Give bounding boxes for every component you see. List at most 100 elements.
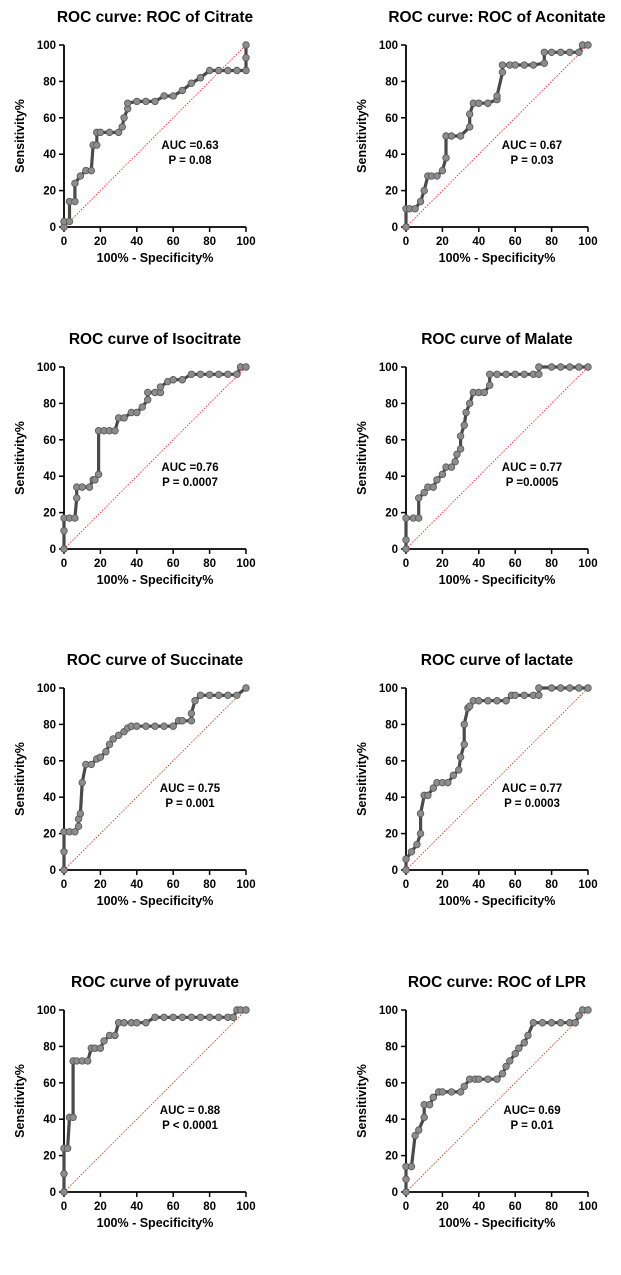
roc-point <box>584 363 592 371</box>
roc-point <box>524 1031 532 1040</box>
x-tick-label: 60 <box>167 236 180 248</box>
reference-diagonal-line <box>63 687 247 871</box>
y-tick-label: 40 <box>43 471 56 483</box>
roc-point <box>520 61 528 69</box>
x-tick-label: 80 <box>545 879 558 891</box>
x-tick-label: 80 <box>545 1201 558 1213</box>
roc-point <box>540 59 549 67</box>
roc-point <box>60 1170 68 1178</box>
roc-point <box>76 809 85 818</box>
roc-point <box>520 1039 528 1047</box>
y-tick-label: 100 <box>379 362 398 374</box>
roc-point <box>123 99 132 107</box>
x-tick-label: 0 <box>403 558 409 570</box>
roc-point <box>416 829 425 838</box>
y-tick-label: 60 <box>43 435 56 447</box>
roc-point <box>498 1069 507 1078</box>
roc-point <box>196 1013 205 1021</box>
roc-panel: ROC curve of pyruvate 0 20 40 60 80 100 0 20 40 60… <box>0 965 310 1275</box>
roc-point <box>556 363 565 371</box>
roc-point <box>169 92 177 100</box>
roc-point <box>475 697 483 705</box>
roc-point <box>465 110 474 118</box>
p-value-label: P = 0.08 <box>169 155 213 167</box>
roc-point <box>453 450 461 459</box>
y-tick-label: 60 <box>385 113 398 125</box>
y-tick-label: 80 <box>385 398 398 410</box>
roc-point <box>424 791 432 800</box>
auc-label: AUC =0.63 <box>161 140 218 152</box>
roc-point <box>402 1188 410 1196</box>
x-tick-label: 100 <box>236 879 255 891</box>
roc-point <box>144 388 152 397</box>
roc-point <box>205 66 214 75</box>
roc-point <box>111 426 119 435</box>
roc-point <box>224 370 232 378</box>
roc-point <box>535 691 543 699</box>
roc-point <box>511 61 519 69</box>
roc-point <box>133 722 141 730</box>
roc-point <box>456 445 465 453</box>
roc-point <box>105 740 114 749</box>
roc-point <box>493 370 501 378</box>
roc-point <box>242 1006 250 1014</box>
chart-title: ROC curve of pyruvate <box>71 974 239 991</box>
roc-point <box>547 1019 556 1027</box>
roc-point <box>187 709 196 718</box>
roc-point <box>420 488 428 497</box>
roc-figure-grid: ROC curve: ROC of Citrate 0 20 40 60 80 100 0 20… <box>13 9 606 1230</box>
x-axis-label: 100% - Specificity% <box>439 1216 556 1230</box>
y-tick-label: 40 <box>43 792 56 804</box>
roc-point <box>535 684 543 692</box>
chart-title: ROC curve: ROC of Aconitate <box>388 9 606 26</box>
roc-curve-line <box>62 45 248 227</box>
roc-point <box>142 97 150 106</box>
y-tick-label: 80 <box>43 719 56 731</box>
p-value-label: P = 0.0007 <box>162 477 218 489</box>
roc-point <box>584 41 592 49</box>
roc-chart: ROC curve of Malate 0 20 40 60 80 100 0 20 40 60 80… <box>355 331 598 587</box>
y-tick-label: 60 <box>43 113 56 125</box>
roc-point <box>402 1175 410 1183</box>
x-tick-label: 0 <box>61 236 67 248</box>
y-tick-label: 0 <box>50 222 56 234</box>
x-tick-label: 60 <box>509 879 522 891</box>
roc-point <box>196 370 205 378</box>
y-tick-label: 20 <box>385 508 398 520</box>
roc-point <box>151 722 159 730</box>
y-axis-label: Sensitivity% <box>13 421 27 495</box>
roc-point <box>69 1113 77 1122</box>
roc-point <box>114 128 123 137</box>
roc-point <box>111 1031 119 1040</box>
roc-point <box>78 483 86 491</box>
x-tick-label: 0 <box>61 879 67 891</box>
roc-point <box>178 717 186 725</box>
roc-point <box>456 132 465 140</box>
roc-point <box>575 1011 583 1020</box>
roc-point <box>447 1088 456 1096</box>
roc-point <box>214 1013 223 1021</box>
roc-point <box>535 363 543 371</box>
y-tick-label: 0 <box>392 544 398 556</box>
y-tick-label: 40 <box>385 792 398 804</box>
roc-point <box>87 166 95 175</box>
y-tick-label: 0 <box>50 1187 56 1199</box>
roc-point <box>224 66 232 75</box>
chart-title: ROC curve of Isocitrate <box>69 331 242 348</box>
roc-point <box>486 370 494 378</box>
roc-point <box>456 753 465 761</box>
roc-point <box>411 205 419 213</box>
x-axis-label: 100% - Specificity% <box>97 894 214 908</box>
roc-point <box>444 778 452 787</box>
roc-point <box>187 717 196 725</box>
x-tick-label: 20 <box>94 879 107 891</box>
roc-point <box>96 1044 105 1052</box>
roc-point <box>515 1044 523 1052</box>
roc-point <box>224 691 232 699</box>
roc-point <box>196 74 205 82</box>
x-axis-label: 100% - Specificity% <box>97 573 214 587</box>
x-tick-label: 80 <box>203 558 216 570</box>
roc-point <box>529 61 538 69</box>
x-tick-label: 80 <box>545 236 558 248</box>
roc-point <box>484 1075 492 1083</box>
